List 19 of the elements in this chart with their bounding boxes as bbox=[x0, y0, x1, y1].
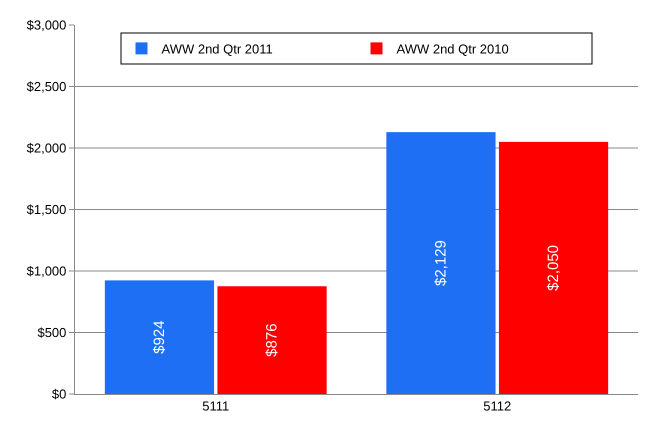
bar bbox=[104, 280, 214, 394]
x-tick-label: 5111 bbox=[202, 398, 230, 414]
y-tick-label: $1,500 bbox=[26, 202, 66, 218]
bar bbox=[217, 286, 327, 394]
y-tick-label: $0 bbox=[52, 386, 66, 402]
y-tick-label: $500 bbox=[37, 325, 66, 340]
legend-label: AWW 2nd Qtr 2011 bbox=[162, 41, 273, 56]
y-tick-label: $3,000 bbox=[26, 18, 66, 33]
data-label: $876 bbox=[264, 323, 281, 357]
x-tick-label: 5112 bbox=[483, 398, 512, 414]
bar bbox=[498, 142, 608, 394]
y-tick-label: $2,500 bbox=[26, 79, 66, 94]
data-label: $924 bbox=[150, 320, 168, 354]
y-tick-label: $2,000 bbox=[26, 140, 66, 156]
y-tick-label: $1,000 bbox=[26, 264, 66, 279]
data-label: $2,129 bbox=[432, 240, 450, 286]
bar bbox=[386, 132, 496, 394]
data-label: $2,050 bbox=[545, 244, 562, 291]
legend-label: AWW 2nd Qtr 2010 bbox=[396, 41, 509, 56]
